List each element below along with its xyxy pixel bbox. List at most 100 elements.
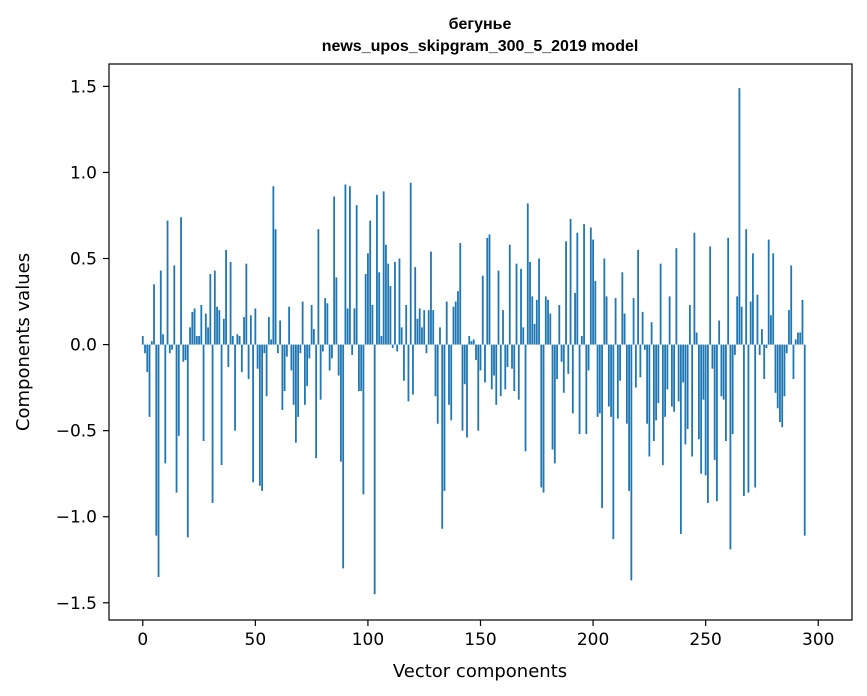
bar xyxy=(258,344,261,486)
bar xyxy=(409,182,412,345)
bar xyxy=(634,344,637,388)
bar xyxy=(679,344,682,534)
bar xyxy=(353,308,356,345)
bar xyxy=(283,344,286,392)
bar xyxy=(655,344,658,421)
bar xyxy=(770,315,772,345)
bar xyxy=(691,344,694,457)
bar xyxy=(799,332,802,345)
bar xyxy=(261,344,263,491)
bar xyxy=(362,344,365,495)
bar xyxy=(652,344,655,441)
bar xyxy=(495,344,498,405)
bar xyxy=(216,306,218,345)
bar xyxy=(585,344,588,435)
bar xyxy=(382,191,385,345)
bar xyxy=(340,344,342,462)
bar xyxy=(758,344,761,355)
bar xyxy=(373,344,376,595)
bar xyxy=(481,275,484,345)
bar xyxy=(767,239,770,345)
x-tick-label: 50 xyxy=(245,630,267,650)
bar xyxy=(711,344,714,369)
bar xyxy=(707,344,709,503)
bar xyxy=(182,344,185,362)
bar xyxy=(405,304,408,345)
bar xyxy=(553,344,556,464)
bar xyxy=(391,344,394,349)
bar xyxy=(364,274,367,345)
bar xyxy=(328,344,331,371)
bar xyxy=(376,194,378,345)
bar xyxy=(765,344,768,349)
bar xyxy=(661,344,664,466)
bar xyxy=(434,344,437,397)
bar xyxy=(463,344,466,385)
y-tick-label: −0.5 xyxy=(56,422,97,442)
bar xyxy=(484,344,486,383)
bar xyxy=(195,335,198,345)
bar xyxy=(716,344,718,502)
bar xyxy=(616,344,619,419)
bar xyxy=(801,299,804,345)
bar xyxy=(790,265,793,345)
bar xyxy=(529,261,531,345)
plot-frame xyxy=(108,63,853,621)
bar xyxy=(531,296,534,345)
bar xyxy=(333,196,336,345)
bar xyxy=(166,220,169,345)
bar xyxy=(240,344,243,373)
bar xyxy=(378,272,381,345)
bar xyxy=(306,344,309,386)
bar xyxy=(587,344,590,371)
bar xyxy=(664,344,667,417)
bar xyxy=(263,344,266,354)
bar xyxy=(648,344,651,457)
bar xyxy=(308,344,311,359)
bar xyxy=(695,332,698,345)
bar xyxy=(346,308,349,345)
x-tick-label: 100 xyxy=(352,630,384,650)
bar xyxy=(558,304,561,345)
bar xyxy=(551,344,554,450)
y-axis-ticks: −1.5 −1.0 −0.5 0.0 0.5 1.0 1.5 xyxy=(56,77,109,614)
bar xyxy=(628,344,630,491)
bar xyxy=(191,311,194,345)
bar xyxy=(592,239,594,345)
bar xyxy=(738,88,741,345)
bar xyxy=(423,310,426,345)
bar xyxy=(574,292,576,345)
bar xyxy=(745,229,748,345)
bar xyxy=(213,270,216,345)
bar xyxy=(612,344,615,540)
x-tick-label: 300 xyxy=(802,630,834,650)
x-axis-label: Vector components xyxy=(393,661,567,682)
bar xyxy=(189,327,191,345)
bar xyxy=(351,344,354,355)
bar xyxy=(637,249,640,345)
bar xyxy=(317,229,320,345)
bar xyxy=(162,334,164,345)
bar xyxy=(675,248,678,345)
bar xyxy=(540,344,543,488)
bar xyxy=(441,344,444,529)
bar xyxy=(569,218,572,345)
bar xyxy=(254,308,257,345)
y-tick-label: 1.0 xyxy=(70,163,97,183)
bar xyxy=(184,344,187,361)
bar xyxy=(673,344,676,412)
bar xyxy=(720,344,723,397)
bar xyxy=(659,263,662,345)
bar xyxy=(560,344,563,362)
bar xyxy=(427,310,430,345)
bar xyxy=(220,344,223,466)
bar xyxy=(524,344,527,452)
bar xyxy=(159,270,162,345)
bar xyxy=(285,344,288,357)
bar xyxy=(247,344,250,380)
bar xyxy=(396,344,399,352)
bar xyxy=(749,301,752,345)
bar xyxy=(562,344,565,393)
bar xyxy=(520,268,522,345)
